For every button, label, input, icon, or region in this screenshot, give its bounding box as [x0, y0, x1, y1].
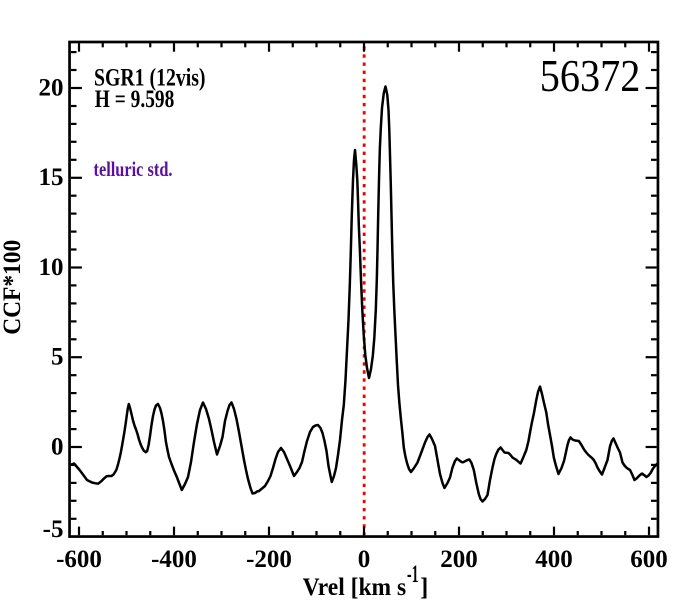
- svg-text:]: ]: [420, 574, 428, 600]
- svg-text:-200: -200: [246, 546, 292, 573]
- svg-text:SGR1 (12vis): SGR1 (12vis): [94, 65, 206, 92]
- svg-text:0: 0: [358, 546, 371, 573]
- svg-text:Vrel [km s: Vrel [km s: [303, 574, 407, 600]
- svg-text:200: 200: [440, 546, 478, 573]
- svg-text:400: 400: [535, 546, 573, 573]
- svg-text:CCF*100: CCF*100: [0, 240, 26, 335]
- svg-text:600: 600: [630, 546, 668, 573]
- svg-text:0: 0: [51, 433, 64, 460]
- svg-text:-400: -400: [151, 546, 197, 573]
- svg-text:H = 9.598: H = 9.598: [95, 86, 175, 113]
- svg-text:20: 20: [39, 74, 64, 101]
- svg-text:-1: -1: [407, 561, 419, 588]
- svg-text:telluric std.: telluric std.: [94, 157, 173, 181]
- svg-text:-5: -5: [43, 516, 64, 543]
- svg-text:5: 5: [51, 344, 64, 371]
- svg-text:10: 10: [39, 254, 64, 281]
- svg-text:15: 15: [39, 164, 64, 191]
- svg-text:-600: -600: [56, 546, 102, 573]
- svg-text:56372: 56372: [540, 50, 641, 101]
